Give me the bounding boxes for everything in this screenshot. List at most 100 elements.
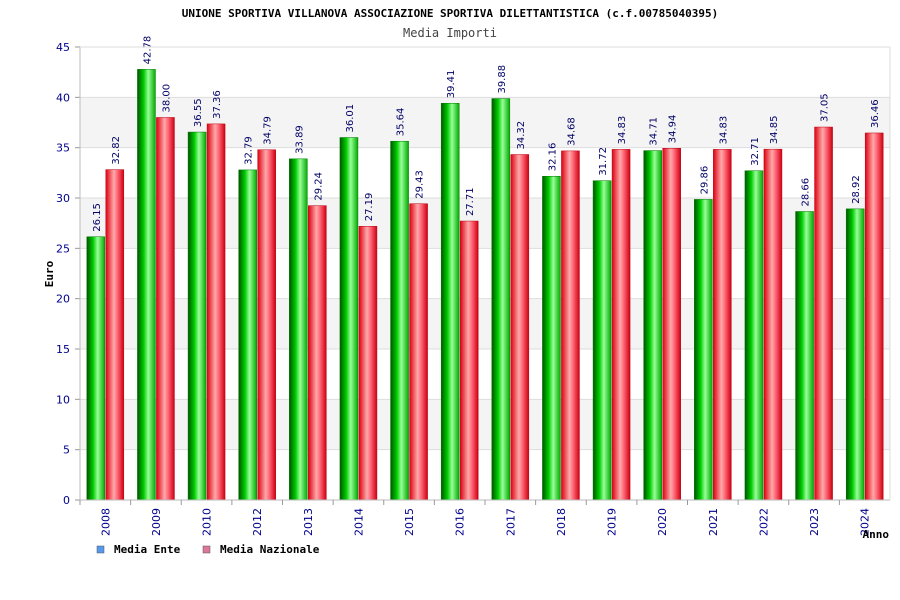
data-label: 28.66	[801, 178, 812, 207]
chart-title: UNIONE SPORTIVA VILLANOVA ASSOCIAZIONE S…	[182, 7, 718, 20]
bar-media-nazionale-2008	[105, 169, 125, 501]
axes: 0 5 10 15 20 25 30 35 40 45 2008 2009 2010 2012 2013 20…	[56, 41, 891, 536]
legend-label: Media Nazionale	[220, 543, 320, 556]
bar-media-ente-2012	[238, 169, 257, 501]
x-tick-label: 2016	[454, 508, 467, 536]
x-tick-label: 2021	[707, 508, 720, 536]
bar-media-nazionale-2019	[611, 149, 631, 501]
data-label: 38.00	[161, 84, 172, 113]
bar-media-nazionale-2010	[206, 123, 226, 501]
data-label: 34.79	[263, 116, 274, 145]
y-axis-label: Euro	[43, 260, 56, 287]
bar-media-nazionale-2024	[864, 132, 884, 501]
x-axis-label: Anno	[863, 528, 890, 541]
data-label: 27.19	[364, 193, 375, 222]
legend-item-media-nazionale: Media Nazionale	[202, 543, 320, 556]
bar-media-nazionale-2014	[358, 226, 378, 501]
data-label: 33.89	[294, 125, 305, 154]
y-tick-label: 0	[63, 494, 70, 507]
bar-media-ente-2009	[137, 69, 156, 501]
x-tick-label: 2018	[555, 508, 568, 536]
x-tick-label: 2008	[99, 508, 112, 536]
bar-media-ente-2017	[491, 98, 511, 501]
data-labels: 26.15 32.82 42.78 38.00 36.55 37.36 32.79 34.79…	[92, 36, 881, 232]
data-label: 35.64	[396, 108, 407, 137]
x-tick-label: 2012	[251, 508, 264, 536]
x-tick-label: 2023	[808, 508, 821, 536]
data-label: 36.46	[870, 99, 881, 128]
data-label: 29.24	[313, 172, 324, 201]
data-label: 28.92	[851, 175, 862, 204]
y-tick-label: 40	[56, 91, 70, 104]
data-label: 34.94	[668, 115, 679, 144]
data-label: 34.68	[566, 117, 577, 146]
y-tick-label: 10	[56, 393, 70, 406]
grid-band	[80, 47, 890, 98]
bar-media-ente-2016	[440, 103, 460, 501]
y-tick-label: 35	[56, 142, 70, 155]
x-tick-label: 2020	[656, 508, 669, 536]
chart-subtitle: Media Importi	[403, 26, 497, 40]
x-tick-label: 2015	[403, 508, 416, 536]
bar-media-nazionale-2012	[257, 149, 276, 501]
bar-media-ente-2019	[592, 180, 612, 501]
bar-media-ente-2015	[390, 140, 409, 501]
data-label: 27.71	[465, 187, 476, 216]
legend-label: Media Ente	[114, 543, 181, 556]
bar-media-nazionale-2018	[561, 150, 580, 501]
x-tick-label: 2017	[504, 508, 517, 536]
bar-media-nazionale-2009	[156, 117, 175, 501]
data-label: 34.71	[649, 117, 660, 146]
data-label: 34.32	[516, 121, 527, 150]
bar-media-nazionale-2015	[409, 203, 428, 501]
x-tick-label: 2014	[352, 508, 365, 536]
bar-media-ente-2008	[86, 236, 106, 501]
bar-media-ente-2010	[187, 131, 207, 501]
data-label: 31.72	[598, 147, 609, 176]
bar-media-ente-2024	[845, 208, 865, 501]
legend-item-media-ente: Media Ente	[96, 543, 181, 556]
data-label: 34.83	[617, 116, 628, 145]
x-tick-label: 2009	[150, 508, 163, 536]
y-tick-label: 45	[56, 41, 70, 54]
data-label: 32.82	[111, 136, 122, 165]
bar-media-nazionale-2013	[308, 205, 327, 501]
data-label: 36.01	[345, 104, 356, 133]
data-label: 34.85	[769, 116, 780, 145]
data-label: 29.86	[699, 166, 710, 195]
data-label: 39.88	[497, 65, 508, 94]
data-label: 29.43	[415, 170, 426, 199]
bar-media-ente-2013	[289, 158, 308, 501]
data-label: 37.36	[212, 90, 223, 119]
y-tick-label: 5	[63, 444, 70, 457]
bar-media-ente-2021	[694, 199, 713, 501]
data-label: 34.83	[718, 116, 729, 145]
data-label: 37.05	[820, 93, 831, 122]
bar-media-nazionale-2017	[510, 154, 530, 501]
bar-media-ente-2014	[339, 137, 359, 501]
data-label: 32.71	[750, 137, 761, 166]
y-tick-label: 25	[56, 242, 70, 255]
x-tick-label: 2024	[859, 508, 872, 536]
bar-media-ente-2023	[795, 211, 814, 501]
bar-media-nazionale-2021	[713, 149, 732, 501]
bar-media-nazionale-2020	[662, 148, 681, 501]
legend-swatch	[96, 545, 105, 554]
data-label: 42.78	[142, 36, 153, 65]
data-label: 32.79	[244, 136, 255, 165]
x-tick-label: 2013	[302, 508, 315, 536]
bar-media-nazionale-2022	[763, 148, 783, 501]
bar-media-ente-2018	[542, 176, 561, 501]
y-tick-label: 15	[56, 343, 70, 356]
bar-media-ente-2020	[643, 150, 662, 501]
data-label: 36.55	[193, 98, 204, 127]
bar-media-nazionale-2023	[814, 126, 833, 501]
bar-media-ente-2022	[744, 170, 764, 501]
legend-swatch	[202, 545, 211, 554]
y-tick-label: 30	[56, 192, 70, 205]
bars	[86, 69, 884, 501]
y-tick-label: 20	[56, 293, 70, 306]
x-tick-label: 2022	[757, 508, 770, 536]
data-label: 32.16	[547, 143, 558, 172]
